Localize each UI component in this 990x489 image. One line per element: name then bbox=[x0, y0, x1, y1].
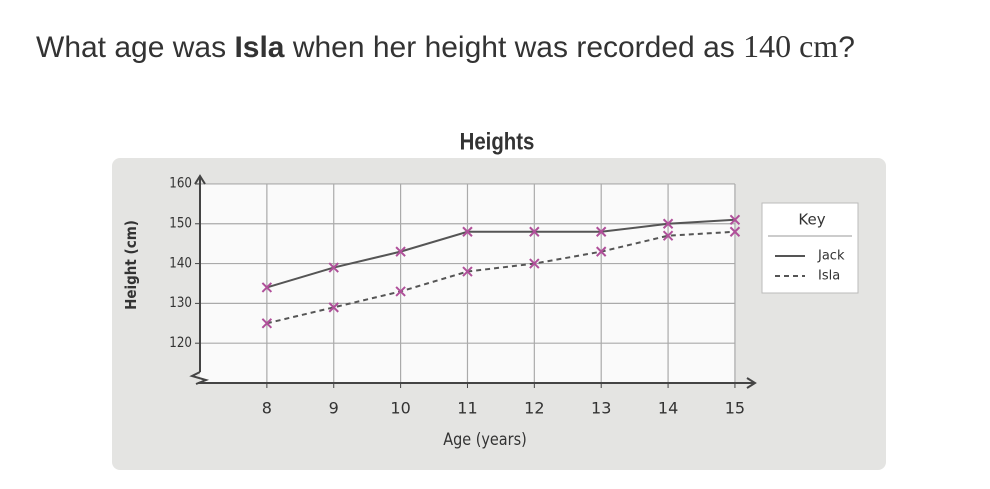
point-marker bbox=[529, 226, 540, 237]
series-line bbox=[266, 218, 735, 289]
point-marker bbox=[662, 230, 674, 241]
question-name: Isla bbox=[234, 31, 285, 64]
x-tick-label: 9 bbox=[329, 399, 339, 418]
x-axis-label: Age (years) bbox=[443, 429, 527, 449]
x-tick-label: 15 bbox=[725, 399, 745, 418]
point-marker bbox=[595, 246, 607, 257]
point-marker bbox=[595, 226, 607, 237]
point-marker bbox=[261, 318, 273, 329]
legend-label: Isla bbox=[818, 269, 840, 284]
question-text: What age was bbox=[36, 31, 235, 64]
question-text: when her height was recorded as bbox=[284, 31, 744, 64]
y-tick-label: 120 bbox=[169, 335, 192, 351]
y-axis bbox=[194, 174, 206, 372]
y-tick-label: 140 bbox=[169, 255, 192, 271]
point-marker bbox=[328, 262, 339, 273]
point-marker bbox=[328, 302, 339, 313]
point-marker bbox=[462, 226, 473, 237]
question: What age was Isla when her height was re… bbox=[36, 28, 855, 65]
question-math: 140 cm bbox=[743, 28, 839, 64]
point-marker bbox=[395, 246, 406, 257]
x-tick-label: 11 bbox=[457, 399, 477, 418]
point-marker bbox=[462, 266, 473, 277]
y-tick-label: 130 bbox=[169, 295, 192, 311]
point-marker bbox=[261, 282, 273, 293]
y-axis-label: Height (cm) bbox=[124, 220, 141, 310]
x-tick-label: 10 bbox=[390, 399, 410, 418]
legend-label: Jack bbox=[817, 249, 845, 264]
x-tick-label: 12 bbox=[524, 399, 544, 418]
question-text: ? bbox=[838, 31, 855, 64]
point-marker bbox=[529, 258, 540, 269]
series-line bbox=[266, 230, 735, 325]
x-tick-label: 8 bbox=[262, 399, 272, 418]
x-tick-label: 14 bbox=[658, 399, 678, 418]
point-marker bbox=[662, 218, 674, 229]
point-marker bbox=[729, 214, 741, 225]
y-tick-label: 150 bbox=[169, 216, 192, 232]
chart-title: Heights bbox=[460, 128, 535, 155]
x-tick-label: 13 bbox=[591, 399, 611, 418]
point-marker bbox=[395, 286, 406, 297]
y-tick-label: 160 bbox=[169, 176, 192, 192]
point-marker bbox=[729, 226, 741, 237]
legend-box bbox=[761, 202, 859, 294]
legend-title: Key bbox=[798, 211, 825, 229]
x-axis bbox=[198, 377, 757, 389]
